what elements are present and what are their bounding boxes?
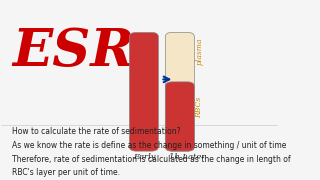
FancyBboxPatch shape: [165, 32, 194, 151]
Text: Early: Early: [132, 153, 155, 161]
Text: plasma: plasma: [195, 37, 203, 65]
Text: Therefore, rate of sedimentation is calculated as the change in length of: Therefore, rate of sedimentation is calc…: [12, 156, 291, 165]
Text: As we know the rate is define as the change in something / unit of time: As we know the rate is define as the cha…: [12, 141, 287, 150]
FancyBboxPatch shape: [129, 32, 158, 151]
Text: 1h Later: 1h Later: [169, 153, 205, 161]
FancyBboxPatch shape: [165, 82, 194, 151]
Text: RBC's layer per unit of time.: RBC's layer per unit of time.: [12, 168, 120, 177]
Text: How to calculate the rate of sedimentation?: How to calculate the rate of sedimentati…: [12, 127, 181, 136]
Text: RBCs: RBCs: [195, 97, 203, 118]
Text: ESR: ESR: [12, 26, 134, 76]
